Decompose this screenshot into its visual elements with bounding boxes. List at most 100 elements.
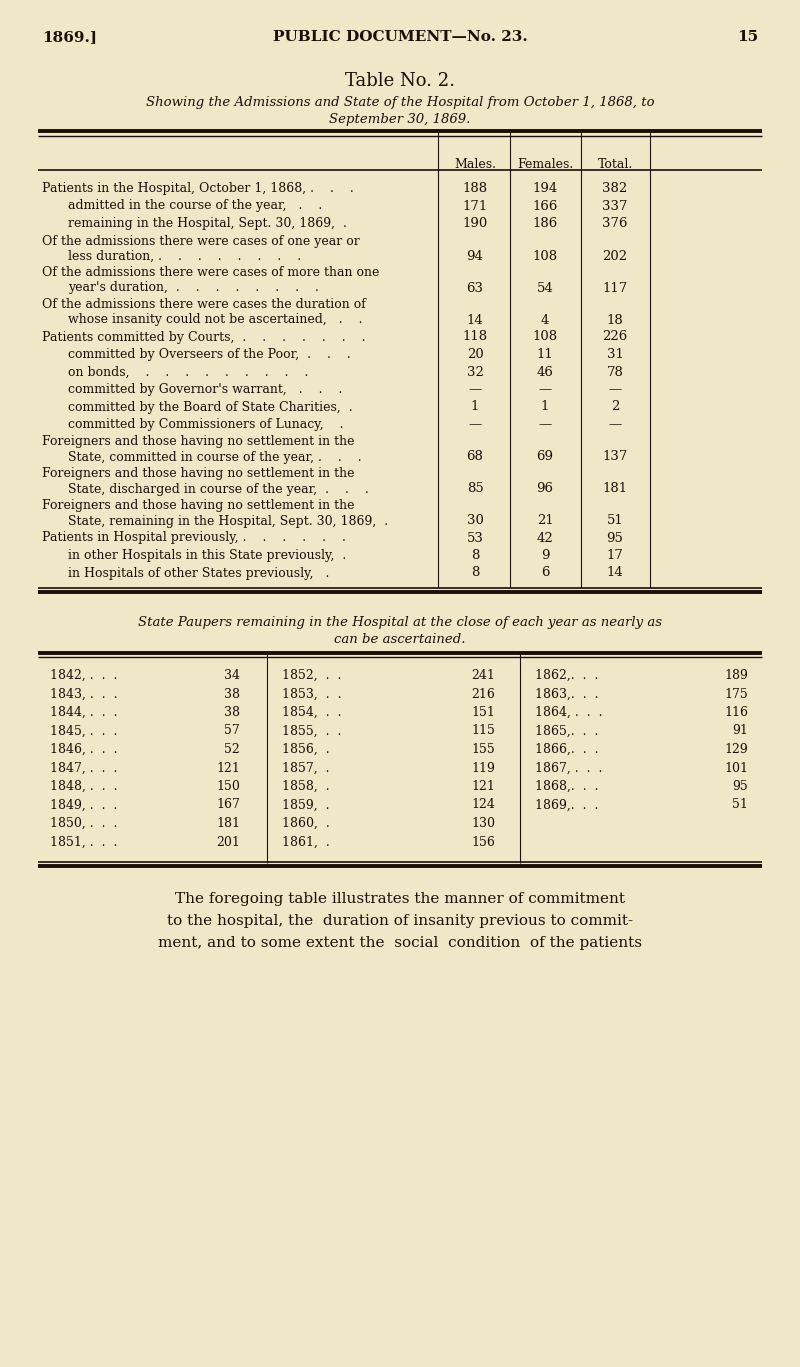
Text: 115: 115 — [471, 725, 495, 738]
Text: 121: 121 — [471, 781, 495, 793]
Text: 1851, .  .  .: 1851, . . . — [50, 835, 118, 849]
Text: 1859,  .: 1859, . — [282, 798, 330, 812]
Text: 137: 137 — [602, 451, 628, 463]
Text: 376: 376 — [602, 217, 628, 230]
Text: 91: 91 — [732, 725, 748, 738]
Text: 1866,.  .  .: 1866,. . . — [535, 744, 598, 756]
Text: 54: 54 — [537, 282, 554, 294]
Text: 1853,  .  .: 1853, . . — [282, 688, 342, 700]
Text: 175: 175 — [724, 688, 748, 700]
Text: 17: 17 — [606, 550, 623, 562]
Text: 1846, .  .  .: 1846, . . . — [50, 744, 118, 756]
Text: Males.: Males. — [454, 159, 496, 171]
Text: Of the admissions there were cases of more than one: Of the admissions there were cases of mo… — [42, 267, 379, 279]
Text: 18: 18 — [606, 313, 623, 327]
Text: 11: 11 — [537, 349, 554, 361]
Text: 1850, .  .  .: 1850, . . . — [50, 817, 118, 830]
Text: Of the admissions there were cases the duration of: Of the admissions there were cases the d… — [42, 298, 366, 312]
Text: 1855,  .  .: 1855, . . — [282, 725, 342, 738]
Text: 1: 1 — [471, 401, 479, 413]
Text: State, discharged in course of the year,  .    .    .: State, discharged in course of the year,… — [68, 483, 369, 495]
Text: Foreigners and those having no settlement in the: Foreigners and those having no settlemen… — [42, 436, 354, 448]
Text: 14: 14 — [606, 566, 623, 580]
Text: 38: 38 — [224, 688, 240, 700]
Text: 1847, .  .  .: 1847, . . . — [50, 761, 118, 775]
Text: 15: 15 — [737, 30, 758, 44]
Text: 201: 201 — [216, 835, 240, 849]
Text: 1: 1 — [541, 401, 549, 413]
Text: 167: 167 — [216, 798, 240, 812]
Text: whose insanity could not be ascertained,   .    .: whose insanity could not be ascertained,… — [68, 313, 362, 327]
Text: 6: 6 — [541, 566, 550, 580]
Text: State, committed in course of the year, .    .    .: State, committed in course of the year, … — [68, 451, 362, 463]
Text: 95: 95 — [732, 781, 748, 793]
Text: 78: 78 — [606, 365, 623, 379]
Text: 52: 52 — [224, 744, 240, 756]
Text: 38: 38 — [224, 705, 240, 719]
Text: 1863,.  .  .: 1863,. . . — [535, 688, 598, 700]
Text: 4: 4 — [541, 313, 549, 327]
Text: 31: 31 — [606, 349, 623, 361]
Text: 34: 34 — [224, 668, 240, 682]
Text: 166: 166 — [532, 200, 558, 212]
Text: 130: 130 — [471, 817, 495, 830]
Text: State Paupers remaining in the Hospital at the close of each year as nearly as: State Paupers remaining in the Hospital … — [138, 617, 662, 629]
Text: 1854,  .  .: 1854, . . — [282, 705, 342, 719]
Text: State, remaining in the Hospital, Sept. 30, 1869,  .: State, remaining in the Hospital, Sept. … — [68, 514, 388, 528]
Text: 108: 108 — [533, 331, 558, 343]
Text: 1868,.  .  .: 1868,. . . — [535, 781, 598, 793]
Text: 1852,  .  .: 1852, . . — [282, 668, 342, 682]
Text: Patients in the Hospital, October 1, 1868, .    .    .: Patients in the Hospital, October 1, 186… — [42, 182, 354, 195]
Text: 53: 53 — [466, 532, 483, 544]
Text: can be ascertained.: can be ascertained. — [334, 633, 466, 647]
Text: 241: 241 — [471, 668, 495, 682]
Text: 216: 216 — [471, 688, 495, 700]
Text: 32: 32 — [466, 365, 483, 379]
Text: 1862,.  .  .: 1862,. . . — [535, 668, 598, 682]
Text: Patients committed by Courts,  .    .    .    .    .    .    .: Patients committed by Courts, . . . . . … — [42, 331, 366, 343]
Text: September 30, 1869.: September 30, 1869. — [330, 113, 470, 126]
Text: 190: 190 — [462, 217, 488, 230]
Text: 20: 20 — [466, 349, 483, 361]
Text: Of the admissions there were cases of one year or: Of the admissions there were cases of on… — [42, 235, 360, 247]
Text: 118: 118 — [462, 331, 487, 343]
Text: admitted in the course of the year,   .    .: admitted in the course of the year, . . — [68, 200, 322, 212]
Text: Females.: Females. — [517, 159, 573, 171]
Text: 1861,  .: 1861, . — [282, 835, 330, 849]
Text: Foreigners and those having no settlement in the: Foreigners and those having no settlemen… — [42, 468, 354, 480]
Text: —: — — [608, 383, 622, 396]
Text: 96: 96 — [537, 483, 554, 495]
Text: 171: 171 — [462, 200, 488, 212]
Text: 194: 194 — [532, 182, 558, 195]
Text: 202: 202 — [602, 250, 627, 262]
Text: 1869,.  .  .: 1869,. . . — [535, 798, 598, 812]
Text: 226: 226 — [602, 331, 628, 343]
Text: 42: 42 — [537, 532, 554, 544]
Text: 1845, .  .  .: 1845, . . . — [50, 725, 118, 738]
Text: less duration, .    .    .    .    .    .    .    .: less duration, . . . . . . . . — [68, 250, 301, 262]
Text: —: — — [608, 418, 622, 431]
Text: 1867, .  .  .: 1867, . . . — [535, 761, 602, 775]
Text: 51: 51 — [606, 514, 623, 528]
Text: on bonds,    .    .    .    .    .    .    .    .    .: on bonds, . . . . . . . . . — [68, 365, 308, 379]
Text: 8: 8 — [471, 566, 479, 580]
Text: 85: 85 — [466, 483, 483, 495]
Text: 1865,.  .  .: 1865,. . . — [535, 725, 598, 738]
Text: 57: 57 — [224, 725, 240, 738]
Text: —: — — [468, 383, 482, 396]
Text: 156: 156 — [471, 835, 495, 849]
Text: ment, and to some extent the  social  condition  of the patients: ment, and to some extent the social cond… — [158, 936, 642, 950]
Text: 155: 155 — [471, 744, 495, 756]
Text: committed by the Board of State Charities,  .: committed by the Board of State Charitie… — [68, 401, 353, 413]
Text: Foreigners and those having no settlement in the: Foreigners and those having no settlemen… — [42, 499, 354, 513]
Text: 101: 101 — [724, 761, 748, 775]
Text: —: — — [468, 418, 482, 431]
Text: 382: 382 — [602, 182, 628, 195]
Text: 151: 151 — [471, 705, 495, 719]
Text: 119: 119 — [471, 761, 495, 775]
Text: Table No. 2.: Table No. 2. — [345, 72, 455, 90]
Text: —: — — [538, 418, 552, 431]
Text: 181: 181 — [216, 817, 240, 830]
Text: 51: 51 — [732, 798, 748, 812]
Text: Patients in Hospital previously, .    .    .    .    .    .: Patients in Hospital previously, . . . .… — [42, 532, 346, 544]
